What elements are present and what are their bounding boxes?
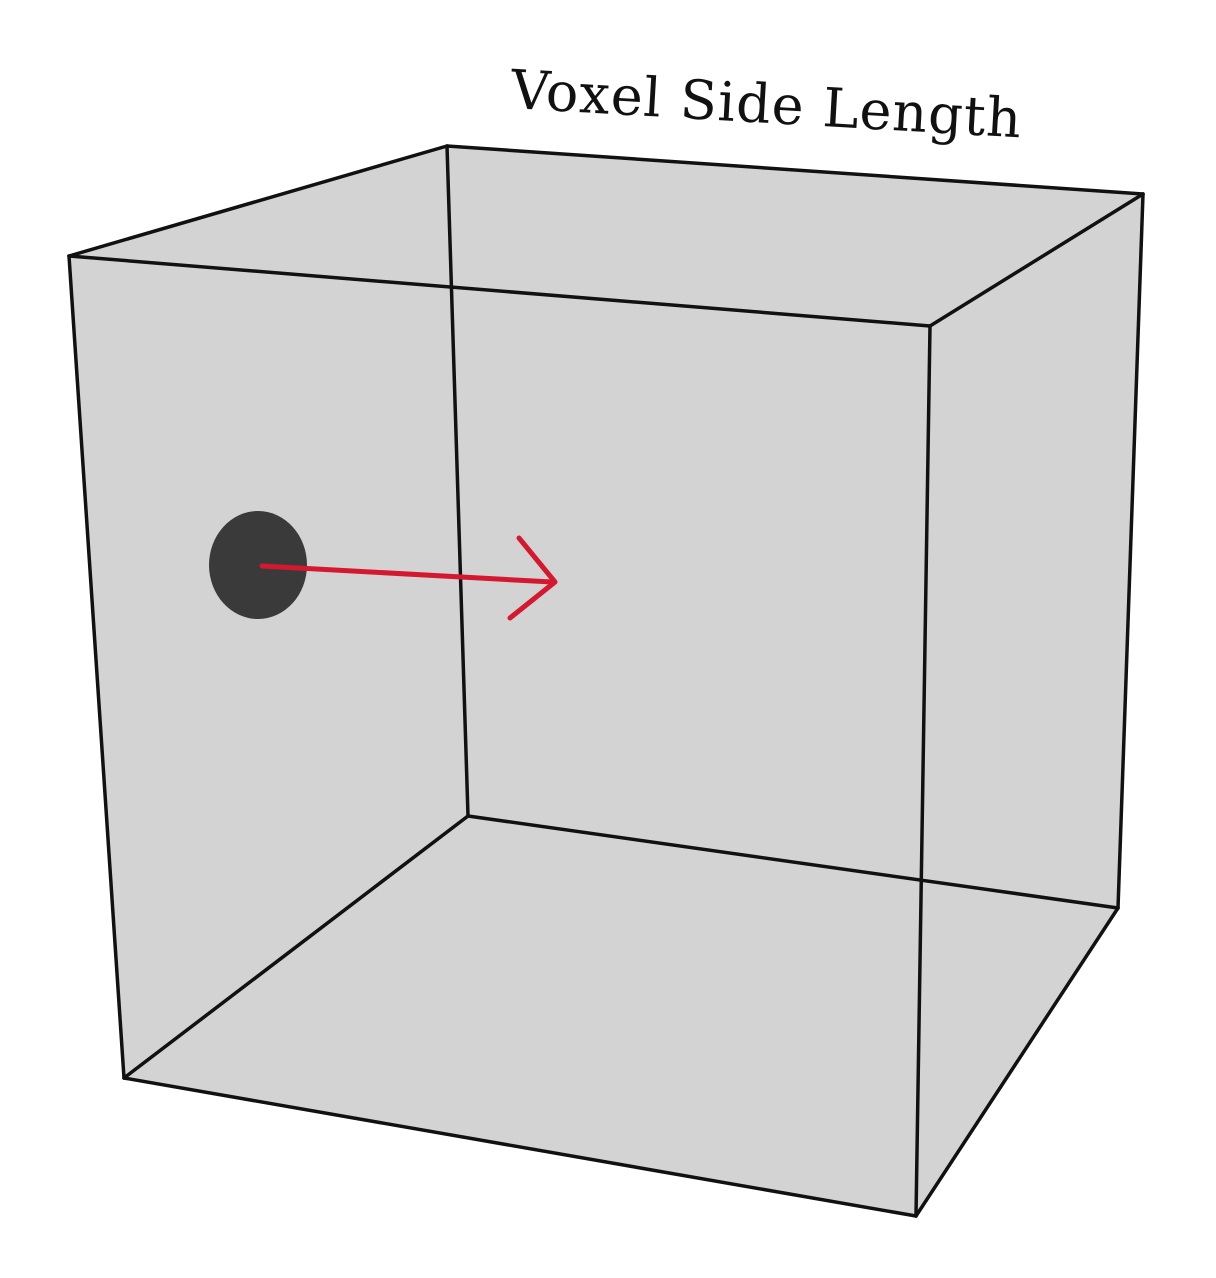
cube-edge-top-back-right — [445, 144, 1145, 196]
cube-edge-back-right — [1116, 192, 1145, 910]
direction-arrow — [259, 535, 558, 621]
cube-edge-back-vertical — [445, 144, 470, 818]
voxel-cube — [67, 144, 1145, 1218]
particle-dot — [209, 511, 307, 619]
cube-edge-front-right — [914, 324, 932, 1218]
cube-edge-top-right — [928, 192, 1145, 328]
cube-edge-bottom-front — [122, 1076, 918, 1218]
arrow-head — [507, 535, 558, 621]
cube-edge-top-front — [67, 254, 932, 328]
cube-top-face — [69, 146, 1143, 326]
cube-edge-back-bottom-right — [466, 814, 1120, 910]
diagram-title: Voxel Side Length — [508, 58, 1024, 150]
arrow-shaft — [259, 563, 555, 585]
cube-edge-back-bottom-left — [122, 814, 470, 1080]
cube-edge-top-back-left — [67, 144, 449, 258]
cube-edge-bottom-right — [914, 906, 1120, 1218]
cube-front-face — [69, 256, 930, 1216]
cube-right-face — [916, 194, 1143, 1216]
cube-edge-front-left — [67, 254, 126, 1080]
